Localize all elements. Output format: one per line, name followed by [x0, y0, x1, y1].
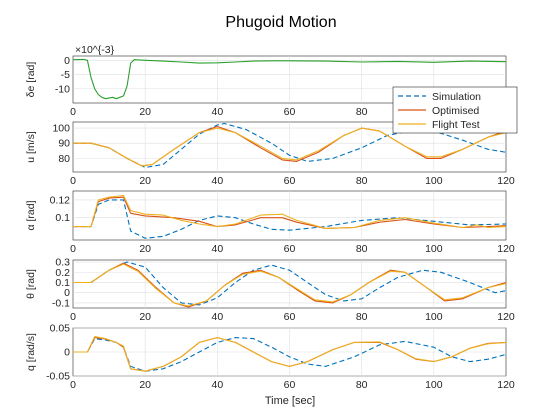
series-group-q [73, 336, 506, 372]
series-line-optimised-alpha [73, 196, 506, 229]
series-line-simulation-theta [73, 261, 506, 306]
series-line-flight-test-u [73, 127, 506, 167]
exponent-label: ×10^{-3} [75, 44, 115, 56]
x-tick-label: 20 [139, 243, 151, 255]
y-axis-label-delta_e: δe [rad] [25, 62, 37, 98]
x-tick-label: 80 [356, 243, 368, 255]
y-tick-label: 100 [52, 123, 70, 135]
y-tick-label: 0.2 [55, 267, 70, 279]
series-line-elevator-input-delta_e [73, 58, 506, 100]
panels: 0 20 40 60 80 100 120 0 -5 -10 δe [rad] ×10^{-3} 0 20… [25, 44, 515, 391]
panel-theta: 0 20 40 60 80 100 120-0.100.10.20.3θ [rad] [25, 257, 515, 323]
y-tick-label: 0.12 [50, 194, 71, 206]
x-tick-label: 120 [497, 379, 515, 391]
y-tick-label: 0.1 [55, 277, 70, 289]
x-tick-label: 40 [211, 311, 223, 323]
legend-label-flight-test: Flight Test [432, 119, 480, 131]
series-line-flight-test-alpha [73, 194, 506, 229]
x-tick-label: 100 [425, 311, 443, 323]
y-axis-label-alpha: α [rad] [25, 200, 37, 230]
x-tick-label: 40 [211, 106, 223, 118]
y-tick-label: 0.3 [55, 257, 70, 269]
x-tick-label: 100 [425, 379, 443, 391]
x-tick-label: 20 [139, 311, 151, 323]
y-tick-label: -10 [55, 83, 70, 95]
y-tick-label: 0 [64, 347, 70, 359]
x-tick-label: 100 [425, 175, 443, 187]
y-tick-label: -0.05 [46, 371, 70, 383]
series-line-simulation-q [73, 337, 506, 372]
x-axis-label: Time [sec] [265, 395, 315, 407]
series-line-flight-test-theta [73, 263, 506, 307]
chart-title: Phugoid Motion [225, 14, 336, 31]
x-tick-label: 80 [356, 379, 368, 391]
x-tick-label: 20 [139, 379, 151, 391]
y-tick-label: -0.1 [52, 297, 70, 309]
y-axis-label-theta: θ [rad] [25, 269, 37, 299]
grid-theta [73, 260, 506, 308]
x-tick-label: 40 [211, 379, 223, 391]
x-tick-label: 60 [284, 175, 296, 187]
x-tick-label: 60 [284, 243, 296, 255]
y-axis-label-u: u [m/s] [25, 131, 37, 163]
x-tick-label: 0 [70, 311, 76, 323]
x-tick-label: 120 [497, 311, 515, 323]
x-tick-label: 120 [497, 243, 515, 255]
legend-label-simulation: Simulation [432, 91, 481, 103]
x-tick-label: 0 [70, 379, 76, 391]
x-tick-label: 20 [139, 175, 151, 187]
x-tick-label: 80 [356, 311, 368, 323]
x-tick-label: 60 [284, 379, 296, 391]
series-group-theta [73, 261, 506, 308]
grid-q [73, 327, 506, 377]
y-tick-label: 0 [64, 55, 70, 67]
y-tick-label: 0.1 [55, 212, 70, 224]
x-tick-label: 60 [284, 311, 296, 323]
y-tick-label: 0 [64, 287, 70, 299]
y-tick-label: 90 [58, 138, 70, 150]
series-line-simulation-alpha [73, 199, 506, 239]
legend-label-optimised: Optimised [432, 105, 479, 117]
x-tick-label: 40 [211, 175, 223, 187]
x-tick-label: 120 [497, 175, 515, 187]
x-tick-label: 0 [70, 243, 76, 255]
panel-alpha: 0 20 40 60 80 100 120 0.1 0.12 α [rad] [25, 190, 515, 255]
x-tick-label: 80 [356, 106, 368, 118]
series-group-delta_e [73, 58, 506, 100]
legend: Simulation Optimised Flight Test [392, 86, 518, 134]
y-tick-label: 80 [58, 153, 70, 165]
series-group-alpha [73, 194, 506, 239]
x-tick-label: 100 [425, 243, 443, 255]
x-tick-label: 80 [356, 175, 368, 187]
y-tick-label: 0.05 [50, 323, 71, 335]
panel-u: 0 20 40 60 80 100 120 80 90 100 u [m/s] [25, 121, 515, 187]
x-tick-label: 20 [139, 106, 151, 118]
y-axis-label-q: q [rad/s] [25, 333, 37, 371]
x-tick-label: 40 [211, 243, 223, 255]
series-line-flight-test-q [73, 336, 506, 372]
x-tick-label: 60 [284, 106, 296, 118]
y-tick-label: -5 [61, 69, 70, 81]
x-tick-label: 0 [70, 175, 76, 187]
x-tick-label: 0 [70, 106, 76, 118]
